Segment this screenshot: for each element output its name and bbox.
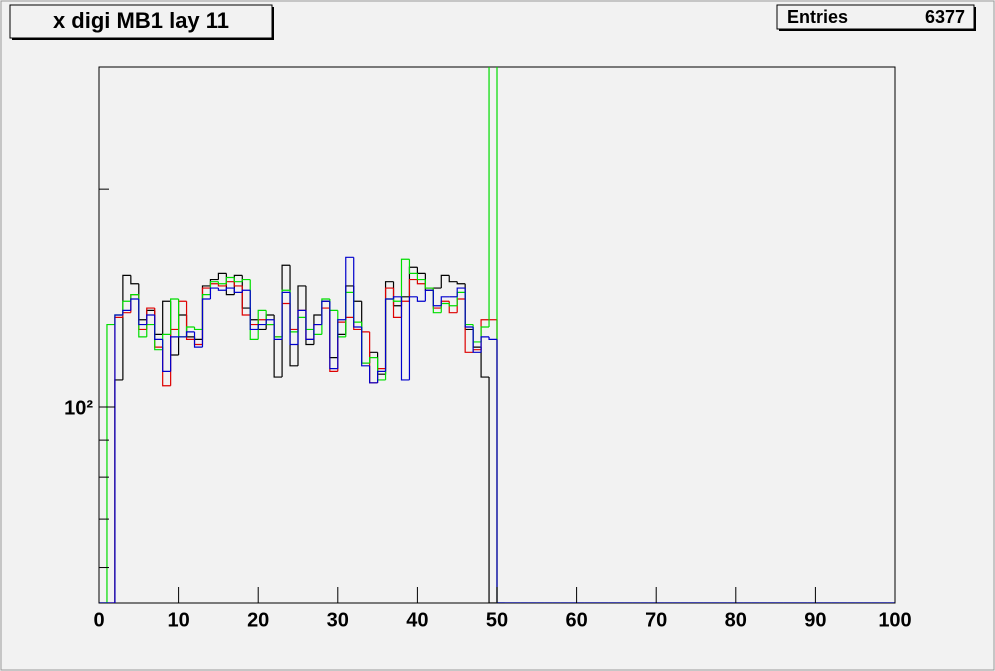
histogram-bin xyxy=(361,326,370,367)
histogram-bin xyxy=(369,357,378,364)
histogram-bin xyxy=(162,339,171,372)
histogram-bin xyxy=(496,339,505,603)
histogram-bin xyxy=(448,303,458,307)
histogram-bin xyxy=(448,275,458,283)
histogram-bin xyxy=(162,300,171,335)
x-tick-label: 50 xyxy=(486,609,508,631)
histogram-bin xyxy=(392,296,402,300)
histogram-bin xyxy=(408,296,418,380)
histogram-bin xyxy=(464,288,474,328)
histogram-bin xyxy=(201,298,211,348)
chart-title: x digi MB1 lay 11 xyxy=(53,8,229,33)
histogram-bin xyxy=(480,336,490,353)
stats-box xyxy=(776,4,975,30)
histogram-bin xyxy=(305,310,314,340)
histogram-bin xyxy=(233,281,243,287)
histogram-bin xyxy=(416,296,426,302)
histogram-bin xyxy=(400,296,410,381)
histogram-bin xyxy=(408,259,418,274)
histogram-bin xyxy=(353,257,362,328)
histogram-bin xyxy=(241,278,251,282)
histogram-bin xyxy=(424,289,434,302)
histogram-bin xyxy=(225,287,235,291)
stats-label: Entries xyxy=(787,7,848,27)
histogram-bin xyxy=(472,326,482,353)
histogram-bin xyxy=(130,298,139,311)
histogram-bin xyxy=(130,275,139,285)
histogram-bin xyxy=(496,67,505,603)
histogram-bin xyxy=(456,287,466,297)
histogram-bin xyxy=(233,288,243,293)
histogram-bin xyxy=(193,326,203,331)
histogram-bin xyxy=(233,277,243,283)
plot xyxy=(99,67,895,603)
x-tick-label: 100 xyxy=(878,609,911,631)
histogram-bin xyxy=(225,276,235,284)
histogram-bin xyxy=(488,67,490,327)
x-tick-label: 40 xyxy=(406,609,428,631)
histogram-bin xyxy=(217,288,227,291)
histogram-bin xyxy=(369,365,378,384)
x-tick-label: 0 xyxy=(93,609,104,631)
histogram-bin xyxy=(217,272,227,280)
histogram-bin xyxy=(488,377,497,603)
histogram-bin xyxy=(265,319,275,325)
histogram-bin xyxy=(345,256,354,320)
title-box xyxy=(9,4,273,39)
histogram-bin xyxy=(257,323,267,330)
histogram-bin xyxy=(400,258,410,302)
histogram-bin xyxy=(122,274,131,380)
histogram-bin xyxy=(249,290,259,331)
histogram-bin xyxy=(138,299,147,326)
histogram-bin xyxy=(440,296,450,306)
histogram-bin xyxy=(106,323,115,603)
histogram-bin xyxy=(154,315,163,340)
histogram-bin xyxy=(305,285,314,346)
histogram-bin xyxy=(392,299,402,302)
histogram-bin xyxy=(289,292,298,346)
histogram-bin xyxy=(416,279,426,285)
histogram-bin xyxy=(321,300,330,325)
x-tick-label: 70 xyxy=(645,609,667,631)
histogram-bin xyxy=(217,281,227,285)
x-tick-label: 90 xyxy=(804,609,826,631)
histogram-bin xyxy=(114,314,123,603)
histogram-bin xyxy=(377,370,386,383)
x-tick-label: 80 xyxy=(725,609,747,631)
histogram-bin xyxy=(170,336,179,372)
histogram-bin xyxy=(432,290,442,307)
histogram-bin xyxy=(424,279,434,289)
histogram-bin xyxy=(122,309,131,316)
histogram-bin xyxy=(170,298,179,335)
histogram-bin xyxy=(217,283,227,287)
y-tick-label: 10² xyxy=(64,397,93,419)
histogram-bin xyxy=(297,309,306,345)
x-tick-label: 30 xyxy=(327,609,349,631)
x-tick-label: 20 xyxy=(247,609,269,631)
histogram-bin xyxy=(488,336,497,340)
x-tick-label: 60 xyxy=(565,609,587,631)
histogram-bin xyxy=(416,273,426,281)
histogram-bin xyxy=(281,291,291,340)
histogram-bin xyxy=(193,331,203,348)
histogram-bin xyxy=(408,278,418,302)
histogram-bin xyxy=(313,323,322,340)
histogram-bin xyxy=(185,301,195,340)
histogram-bin xyxy=(480,347,490,378)
histogram-bin xyxy=(456,281,466,285)
histogram-bin xyxy=(273,319,283,340)
histogram-bin xyxy=(241,285,251,316)
histogram-bin xyxy=(241,289,251,293)
stats-value: 6377 xyxy=(925,7,965,27)
histogram-bin xyxy=(384,298,394,372)
histogram-bin xyxy=(185,331,195,337)
histogram-bin xyxy=(337,319,346,369)
histogram-bin xyxy=(146,314,155,325)
histogram-bin xyxy=(209,287,219,300)
x-tick-label: 10 xyxy=(167,609,189,631)
histogram-bin xyxy=(329,301,338,370)
histogram-bin xyxy=(440,274,450,289)
